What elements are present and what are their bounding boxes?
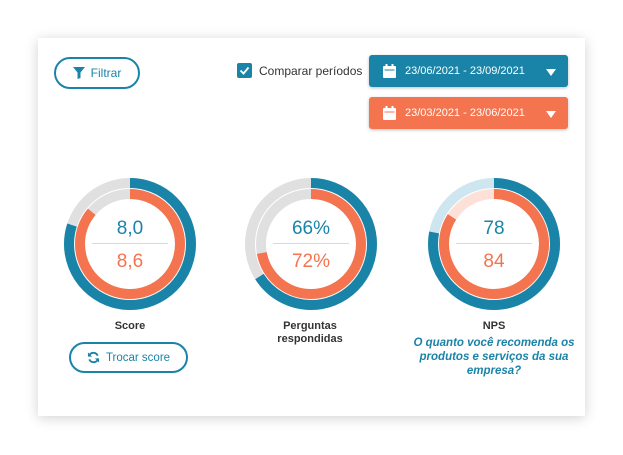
answered-gauge: 66% 72% [245, 178, 377, 310]
score-previous-arc [75, 189, 185, 299]
answered-previous-value: 72% [291, 251, 331, 272]
filter-label: Filtrar [90, 66, 122, 80]
compare-label: Comparar períodos [259, 63, 363, 78]
divider [456, 243, 532, 244]
answered-current-arc [245, 178, 377, 310]
trocar-score-label: Trocar score [105, 351, 171, 364]
filter-icon [72, 67, 85, 79]
check-icon [239, 66, 250, 75]
divider [273, 243, 349, 244]
nps-previous-arc [439, 189, 549, 299]
score-gauge: 8,0 8,6 [64, 178, 196, 310]
compare-checkbox[interactable] [237, 63, 252, 78]
trocar-score-button[interactable]: Trocar score [69, 342, 188, 373]
divider [92, 243, 168, 244]
nps-label: NPS [482, 320, 506, 332]
chevron-down-icon [546, 109, 556, 121]
period-previous-label: 23/03/2021 - 23/06/2021 [405, 107, 525, 119]
nps-current-arc [428, 178, 560, 310]
period-previous-dropdown[interactable]: 23/03/2021 - 23/06/2021 [369, 97, 568, 129]
dashboard-card: Filtrar Comparar períodos 23/06/2021 - 2… [38, 38, 585, 416]
score-previous-value: 8,6 [116, 251, 144, 272]
score-label: Score [114, 320, 146, 332]
nps-current-value: 78 [483, 218, 505, 239]
answered-previous-arc [256, 189, 366, 299]
compare-periods[interactable]: Comparar períodos [237, 63, 362, 78]
calendar-icon [383, 64, 396, 78]
filter-button[interactable]: Filtrar [54, 57, 140, 89]
score-current-value: 8,0 [116, 218, 144, 239]
nps-gauge: 78 84 [428, 178, 560, 310]
answered-label: Perguntas respondidas [277, 320, 343, 345]
chevron-down-icon [546, 67, 556, 79]
period-current-label: 23/06/2021 - 23/09/2021 [405, 65, 525, 77]
period-current-dropdown[interactable]: 23/06/2021 - 23/09/2021 [369, 55, 568, 87]
nps-previous-value: 84 [483, 251, 505, 272]
refresh-icon [87, 351, 100, 364]
answered-current-value: 66% [291, 218, 331, 239]
calendar-icon [383, 106, 396, 120]
nps-question: O quanto você recomenda os produtos e se… [413, 337, 575, 377]
score-current-arc [64, 178, 196, 310]
